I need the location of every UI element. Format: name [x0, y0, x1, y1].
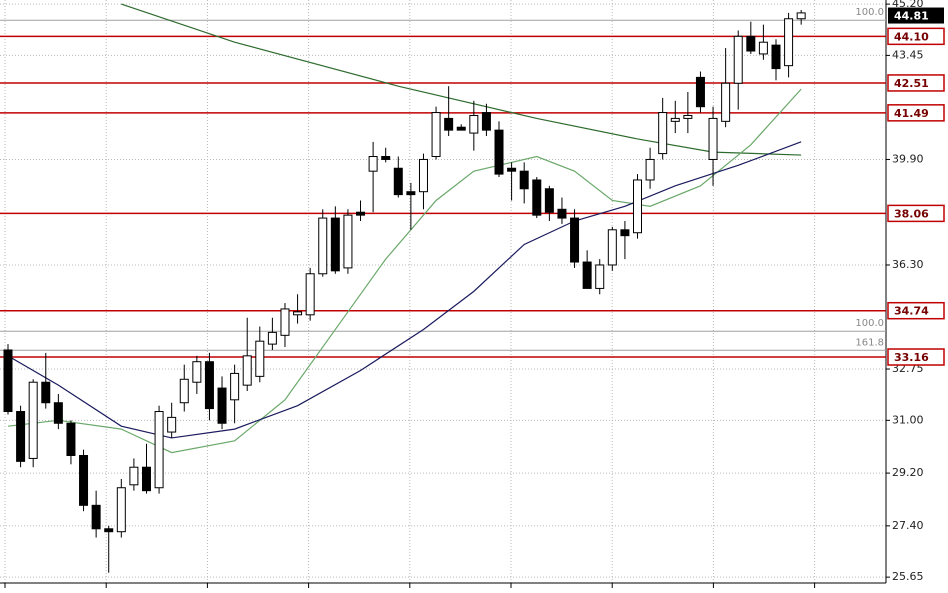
candle-body	[582, 261, 592, 289]
candle-body	[721, 82, 731, 122]
candle-body	[758, 41, 768, 55]
last-price-label: 44.81	[894, 10, 929, 23]
level-label-box	[887, 74, 945, 92]
candle-body	[28, 381, 38, 459]
candle-body	[280, 308, 290, 336]
candle-body	[784, 18, 794, 67]
candle-body	[519, 170, 529, 190]
candle-body	[356, 211, 366, 216]
fib-label: 100.0	[855, 318, 884, 329]
y-tick-label: 39.90	[892, 152, 924, 165]
candle-body	[507, 167, 517, 172]
candle-body	[431, 112, 441, 158]
candle-body	[3, 349, 13, 413]
level-label-box	[887, 301, 945, 320]
candle-body	[733, 35, 743, 84]
level-label-box	[887, 27, 945, 46]
level-label: 38.06	[894, 207, 929, 220]
candle-body	[91, 504, 101, 530]
candle-body	[381, 156, 391, 160]
candle-body	[645, 158, 655, 181]
candle-body	[532, 179, 542, 216]
level-label: 42.51	[894, 77, 929, 90]
candle-body	[230, 372, 240, 401]
candle-body	[41, 381, 51, 404]
candle-body	[104, 528, 114, 533]
candle-body	[192, 361, 202, 383]
candle-body	[66, 422, 76, 456]
y-tick-label: 45.20	[892, 0, 924, 10]
level-label-box	[887, 348, 945, 366]
candle-body	[305, 273, 315, 316]
candle-body	[796, 12, 806, 20]
candle-body	[79, 454, 89, 506]
candle-body	[154, 411, 164, 489]
y-tick-label: 43.45	[892, 48, 924, 61]
candle-body	[570, 217, 580, 263]
candle-body	[494, 129, 504, 175]
y-tick-label: 29.20	[892, 466, 924, 479]
y-tick-label: 31.00	[892, 413, 924, 426]
candle-body	[16, 411, 26, 462]
candle-body	[708, 117, 718, 160]
fib-label: 161.8	[855, 337, 884, 348]
level-label: 41.49	[894, 107, 929, 120]
level-label-box	[887, 204, 945, 223]
candle-body	[217, 387, 227, 424]
level-label: 44.10	[894, 30, 929, 43]
candle-body	[670, 117, 680, 122]
candle-body	[544, 188, 554, 213]
candle-body	[318, 217, 328, 275]
candle-body	[242, 355, 252, 386]
candle-body	[683, 114, 693, 119]
level-label-box	[887, 104, 945, 122]
candle-body	[607, 229, 617, 266]
candle-body	[141, 466, 151, 492]
candle-body	[393, 167, 403, 196]
candle-body	[771, 44, 781, 70]
candle-body	[179, 378, 189, 404]
level-label: 34.74	[894, 305, 929, 318]
candle-body	[695, 76, 705, 108]
candle-body	[116, 487, 126, 533]
y-tick-label: 27.40	[892, 519, 924, 532]
moving-average	[7, 141, 802, 439]
candle-body	[746, 35, 756, 52]
candle-body	[418, 158, 428, 193]
moving-average	[7, 88, 802, 454]
level-label: 33.16	[894, 351, 929, 364]
candle-body	[293, 311, 303, 316]
candle-body	[267, 331, 277, 345]
candle-body	[595, 264, 605, 289]
candle-body	[469, 114, 479, 134]
candle-body	[167, 416, 177, 433]
candle-body	[330, 217, 340, 272]
candle-body	[343, 214, 353, 269]
candle-body	[368, 156, 378, 172]
candle-body	[481, 112, 491, 131]
candle-body	[658, 112, 668, 155]
fib-label: 100.0	[855, 7, 884, 18]
candle-body	[53, 402, 63, 424]
candle-body	[255, 340, 265, 377]
y-tick-label: 36.30	[892, 258, 924, 271]
last-price-box	[888, 7, 944, 24]
candle-body	[204, 361, 214, 410]
candle-body	[620, 229, 630, 237]
y-tick-label: 25.65	[892, 570, 924, 583]
candle-body	[406, 191, 416, 196]
candle-body	[557, 208, 567, 219]
candle-body	[444, 117, 454, 131]
candle-body	[129, 466, 139, 486]
candle-body	[633, 179, 642, 234]
candle-body	[456, 126, 466, 131]
